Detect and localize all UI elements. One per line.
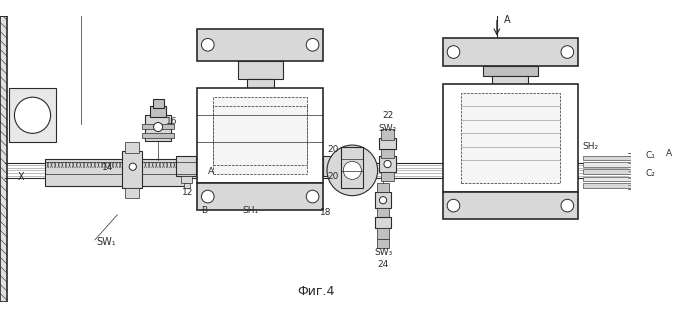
Circle shape [201,38,214,51]
Bar [9,88,56,142]
Text: 20: 20 [327,172,339,181]
Bar [180,176,192,183]
Bar [583,162,699,167]
Bar [442,38,578,66]
Circle shape [343,161,361,179]
Bar [483,66,538,76]
Circle shape [154,122,163,132]
Circle shape [306,190,319,203]
Text: SH₁: SH₁ [242,206,258,215]
Bar [324,156,342,176]
Bar [380,156,396,172]
Circle shape [201,190,214,203]
Bar [0,16,7,302]
Bar [142,124,174,129]
Bar [380,138,396,149]
Text: B: B [201,206,208,215]
Bar [238,61,283,79]
Bar [45,158,185,186]
Bar [124,188,139,198]
Bar [197,29,324,61]
Text: 14: 14 [101,163,113,172]
Bar [377,208,389,217]
Bar [176,156,196,176]
Text: 16: 16 [166,117,178,126]
Bar [145,115,171,140]
Bar [197,183,324,210]
Text: SW₂: SW₂ [378,124,396,133]
Bar [492,76,528,84]
Bar [124,142,139,153]
Bar [461,93,560,183]
Text: C₁: C₁ [645,152,656,160]
Bar [381,129,394,140]
Circle shape [447,199,460,212]
Text: A: A [504,16,511,25]
Circle shape [306,38,319,51]
Text: 22: 22 [382,111,393,120]
Bar [583,177,699,181]
Bar [142,133,174,138]
Bar [442,84,578,192]
Text: SH₂: SH₂ [583,142,599,152]
Bar [377,183,389,192]
Bar [377,239,389,248]
Bar [150,106,166,117]
Text: SW₃: SW₃ [374,248,392,257]
Text: C₂: C₂ [645,170,656,178]
Circle shape [561,199,574,212]
Circle shape [15,97,50,133]
Text: Фиг.4: Фиг.4 [298,285,335,298]
Bar [442,192,578,219]
Text: A: A [665,149,672,158]
Bar [342,147,363,188]
Bar [381,172,394,181]
Text: X: X [18,172,24,182]
Bar [583,183,699,188]
Circle shape [327,145,377,196]
Circle shape [380,197,387,204]
Bar [197,88,324,183]
Bar [375,192,391,208]
Text: 12: 12 [182,188,194,197]
Circle shape [384,160,391,168]
Text: A: A [208,167,214,176]
Bar [152,99,164,108]
Bar [583,156,699,160]
Text: 20: 20 [327,145,339,154]
Text: 24: 24 [377,260,389,269]
Bar [377,228,389,239]
Bar [375,217,391,228]
Bar [381,147,394,158]
Text: SW₁: SW₁ [96,237,117,247]
Circle shape [129,163,136,170]
Bar [583,170,699,174]
Bar [247,79,274,97]
Bar [213,106,307,165]
Circle shape [561,46,574,58]
Bar [213,97,307,174]
Bar [185,183,189,188]
Circle shape [447,46,460,58]
Text: 18: 18 [319,208,331,217]
Bar [122,152,142,188]
